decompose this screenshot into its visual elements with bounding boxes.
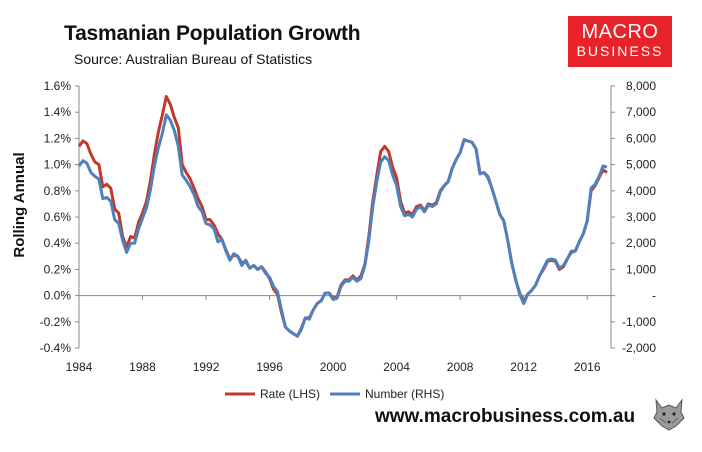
right-tick-label: 7,000 [626, 105, 656, 119]
left-tick-label: -0.4% [40, 341, 72, 355]
left-tick-label: 0.6% [44, 210, 72, 224]
x-tick-label: 1992 [193, 360, 220, 374]
left-tick-label: 1.4% [44, 105, 72, 119]
right-tick-label: 6,000 [626, 131, 656, 145]
left-tick-label: -0.2% [40, 315, 72, 329]
macrobusiness-logo: MACRO BUSINESS [568, 16, 672, 67]
left-tick-label: 1.6% [44, 79, 72, 93]
legend: Rate (LHS) Number (RHS) [225, 387, 444, 401]
right-tick-label: 8,000 [626, 79, 656, 93]
series-line-rate [77, 95, 608, 338]
x-tick-label: 2012 [510, 360, 537, 374]
right-tick-label: 1,000 [626, 262, 656, 276]
logo-line-2: BUSINESS [576, 43, 664, 59]
x-tick-label: 2004 [383, 360, 410, 374]
x-tick-label: 2016 [574, 360, 601, 374]
left-tick-label: 1.0% [44, 158, 72, 172]
footer-url: www.macrobusiness.com.au [375, 406, 636, 427]
series-line-number [77, 113, 608, 338]
x-tick-label: 1988 [129, 360, 156, 374]
chart-title: Tasmanian Population Growth [64, 22, 361, 45]
chart-axes: -0.4% -0.2% 0.0% 0.2% 0.4% 0.6% 0.8% 1.0% 1.2% 1.… [40, 79, 657, 374]
x-tick-label: 1984 [66, 360, 93, 374]
wolf-logo-icon [650, 396, 688, 432]
chart-subtitle: Source: Australian Bureau of Statistics [74, 51, 313, 67]
right-tick-label: -2,000 [622, 341, 656, 355]
y-axis-label: Rolling Annual [11, 152, 28, 257]
x-tick-label: 2000 [320, 360, 347, 374]
left-tick-label: 0.0% [44, 289, 72, 303]
x-tick-label: 2008 [447, 360, 474, 374]
left-tick-label: 0.2% [44, 262, 72, 276]
legend-label-number: Number (RHS) [365, 387, 444, 401]
chart-lines [77, 95, 608, 338]
left-tick-label: 0.8% [44, 184, 72, 198]
left-tick-label: 0.4% [44, 236, 72, 250]
right-tick-label: - [652, 289, 656, 303]
logo-line-1: MACRO [581, 21, 659, 43]
right-tick-label: 2,000 [626, 236, 656, 250]
x-tick-label: 1996 [256, 360, 283, 374]
right-tick-label: 4,000 [626, 184, 656, 198]
legend-label-rate: Rate (LHS) [260, 387, 320, 401]
right-tick-label: -1,000 [622, 315, 656, 329]
right-tick-label: 5,000 [626, 158, 656, 172]
right-tick-label: 3,000 [626, 210, 656, 224]
left-tick-label: 1.2% [44, 131, 72, 145]
